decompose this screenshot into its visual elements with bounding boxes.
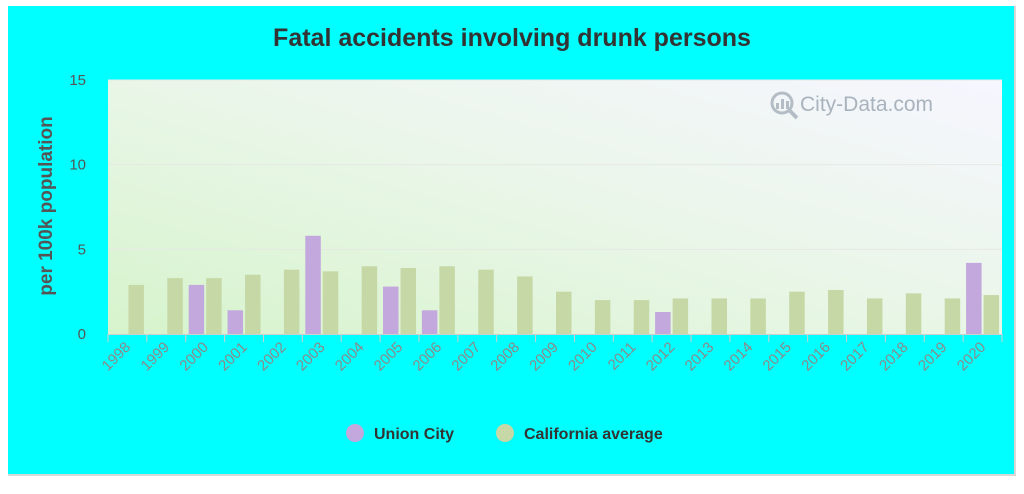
watermark-text: City-Data.com (800, 93, 933, 116)
x-tick-label: 2001 (215, 339, 251, 375)
magnifier-chart-icon (770, 91, 799, 120)
legend-label-union-city: Union City (374, 426, 454, 443)
x-tick-label: 2003 (293, 339, 329, 375)
bar-california-average (711, 298, 727, 334)
bar-california-average (128, 284, 144, 334)
x-tick-label: 1998 (99, 339, 135, 375)
x-tick-label: 1999 (138, 339, 174, 375)
y-tick-label: 0 (78, 326, 86, 343)
y-tick-label: 15 (69, 72, 86, 89)
x-axis: 1998 1999 2000 2001 2002 2003 2004 2005 2006 2007… (99, 334, 1003, 375)
bar-union-city (188, 284, 205, 334)
bar-california-average (556, 291, 572, 334)
x-tick-label: 2007 (448, 339, 484, 375)
x-tick-label: 2020 (954, 339, 990, 375)
x-tick-label: 2011 (605, 339, 640, 374)
bar-california-average (750, 298, 766, 334)
bar-california-average (944, 298, 961, 334)
bar-california-average (206, 278, 222, 334)
x-tick-label: 2009 (526, 339, 562, 375)
legend-swatch-union-city (346, 424, 364, 442)
bar-california-average (905, 293, 922, 334)
bars (128, 235, 1000, 334)
bar-california-average (361, 266, 378, 334)
bar-union-city (383, 286, 399, 334)
x-tick-label: 2008 (487, 339, 523, 375)
x-tick-label: 2010 (565, 339, 601, 375)
legend: Union City California average (346, 424, 663, 443)
bar-california-average (866, 298, 883, 334)
grid-lines (108, 79, 1002, 250)
bar-california-average (439, 266, 455, 334)
x-tick-label: 2000 (176, 339, 212, 375)
bar-union-city (421, 310, 438, 334)
bar-union-city (655, 311, 671, 334)
bar-union-city (305, 235, 321, 334)
bar-union-city (227, 310, 244, 334)
chart-title: Fatal accidents involving drunk persons (273, 24, 751, 52)
bar-california-average (517, 276, 533, 334)
bar-california-average (400, 267, 417, 334)
x-tick-label: 2013 (682, 339, 718, 375)
legend-swatch-california-average (496, 424, 514, 442)
x-tick-label: 2014 (721, 339, 757, 375)
x-tick-label: 2004 (332, 339, 368, 375)
x-tick-label: 2002 (254, 339, 290, 375)
y-tick-labels: 0 5 10 15 (69, 72, 86, 343)
bar-california-average (594, 300, 611, 334)
x-tick-label: 2005 (371, 339, 407, 375)
bar-california-average (828, 289, 844, 334)
plot-area (108, 80, 1002, 334)
x-tick-label: 2016 (798, 339, 834, 375)
bar-california-average (322, 271, 339, 334)
legend-label-california-average: California average (524, 426, 663, 443)
x-tick-label: 2012 (643, 339, 679, 375)
bar-california-average (478, 269, 494, 334)
bar-california-average (789, 291, 805, 334)
x-tick-label: 2019 (915, 339, 951, 375)
y-axis-label: per 100k population (36, 116, 57, 295)
x-tick-label: 2006 (410, 339, 446, 375)
y-tick-label: 5 (78, 241, 86, 258)
y-tick-label: 10 (69, 157, 86, 174)
bar-california-average (167, 278, 183, 334)
bar-california-average (283, 269, 300, 334)
x-tick-label: 2017 (837, 339, 873, 375)
watermark: City-Data.com (770, 91, 933, 120)
x-tick-label: 2015 (759, 339, 795, 375)
bar-california-average (245, 274, 261, 334)
bar-california-average (672, 298, 689, 334)
bar-union-city (966, 262, 982, 334)
bar-california-average (983, 295, 1000, 334)
x-tick-label: 2018 (876, 339, 912, 375)
bar-california-average (633, 300, 650, 334)
